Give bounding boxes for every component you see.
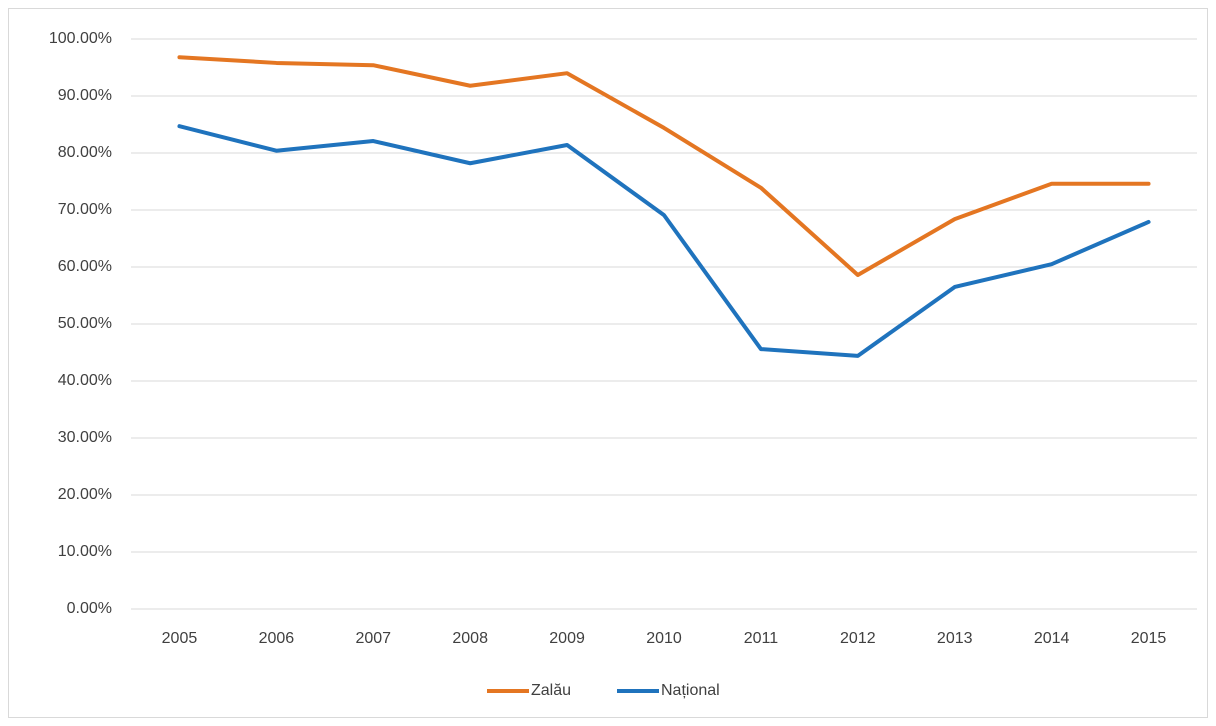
y-tick-label: 60.00% (58, 258, 112, 275)
y-tick-label: 80.00% (58, 144, 112, 161)
x-tick-label: 2005 (162, 630, 198, 647)
y-tick-label: 20.00% (58, 486, 112, 503)
x-tick-label: 2007 (355, 630, 391, 647)
y-tick-label: 70.00% (58, 201, 112, 218)
x-tick-label: 2006 (259, 630, 295, 647)
legend-label: Național (661, 682, 720, 699)
x-tick-label: 2015 (1131, 630, 1167, 647)
y-tick-label: 0.00% (67, 600, 112, 617)
legend-label: Zalău (531, 682, 571, 699)
y-tick-label: 30.00% (58, 429, 112, 446)
series-line (177, 124, 1151, 358)
y-tick-label: 90.00% (58, 87, 112, 104)
y-tick-label: 40.00% (58, 372, 112, 389)
x-tick-label: 2012 (840, 630, 876, 647)
y-tick-label: 50.00% (58, 315, 112, 332)
y-tick-label: 100.00% (49, 30, 112, 47)
series-line (177, 55, 1151, 277)
x-tick-label: 2009 (549, 630, 585, 647)
y-tick-label: 10.00% (58, 543, 112, 560)
x-tick-label: 2011 (744, 630, 779, 647)
x-tick-label: 2010 (646, 630, 682, 647)
chart-frame (8, 8, 1208, 718)
x-tick-label: 2013 (937, 630, 973, 647)
x-tick-label: 2014 (1034, 630, 1070, 647)
x-tick-label: 2008 (452, 630, 488, 647)
